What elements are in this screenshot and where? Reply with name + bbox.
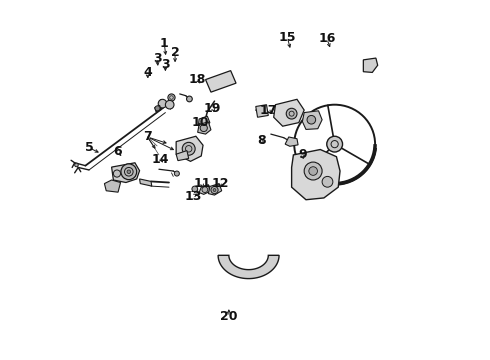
Text: 20: 20: [220, 310, 238, 324]
Circle shape: [202, 187, 208, 193]
Text: 6: 6: [113, 145, 122, 158]
Circle shape: [158, 99, 167, 108]
Circle shape: [307, 116, 316, 124]
Circle shape: [304, 162, 322, 180]
Circle shape: [168, 94, 175, 101]
Circle shape: [174, 171, 179, 176]
Circle shape: [286, 108, 297, 119]
Circle shape: [74, 163, 78, 167]
Polygon shape: [198, 116, 210, 127]
Text: 3: 3: [161, 58, 170, 71]
Polygon shape: [285, 137, 298, 146]
Circle shape: [121, 164, 137, 180]
Text: 19: 19: [204, 102, 221, 115]
Polygon shape: [302, 111, 322, 130]
Circle shape: [187, 96, 192, 102]
Polygon shape: [104, 180, 121, 192]
Text: 13: 13: [184, 190, 202, 203]
Text: 15: 15: [279, 31, 296, 44]
Circle shape: [211, 186, 218, 194]
Polygon shape: [199, 185, 210, 194]
Text: 9: 9: [298, 148, 307, 161]
Circle shape: [182, 142, 195, 155]
Polygon shape: [176, 136, 203, 161]
Polygon shape: [140, 179, 152, 186]
Text: 3: 3: [153, 51, 161, 64]
Text: 7: 7: [143, 130, 152, 144]
Polygon shape: [218, 255, 279, 279]
Polygon shape: [274, 99, 304, 126]
Circle shape: [155, 106, 160, 111]
Text: 17: 17: [260, 104, 277, 117]
Circle shape: [113, 170, 121, 177]
Circle shape: [322, 176, 333, 187]
Polygon shape: [112, 163, 140, 183]
Text: 14: 14: [152, 153, 170, 166]
Circle shape: [166, 100, 174, 109]
Text: 11: 11: [193, 177, 211, 190]
Polygon shape: [176, 150, 189, 161]
Text: 2: 2: [171, 46, 179, 59]
Circle shape: [327, 136, 343, 152]
Text: 10: 10: [192, 116, 209, 129]
Polygon shape: [208, 184, 221, 195]
Text: 12: 12: [211, 177, 229, 190]
Circle shape: [192, 186, 197, 192]
Polygon shape: [364, 58, 378, 72]
Polygon shape: [197, 122, 211, 134]
Text: 1: 1: [160, 37, 169, 50]
Polygon shape: [292, 149, 340, 200]
Text: 5: 5: [85, 141, 94, 154]
Text: 18: 18: [189, 73, 206, 86]
Polygon shape: [155, 105, 161, 112]
Text: 16: 16: [318, 32, 336, 45]
Circle shape: [309, 167, 318, 175]
Circle shape: [213, 189, 216, 192]
Polygon shape: [205, 71, 236, 92]
Circle shape: [127, 170, 131, 174]
Text: 4: 4: [143, 66, 152, 79]
Circle shape: [200, 125, 207, 132]
Polygon shape: [256, 105, 269, 117]
Text: 8: 8: [257, 134, 266, 147]
